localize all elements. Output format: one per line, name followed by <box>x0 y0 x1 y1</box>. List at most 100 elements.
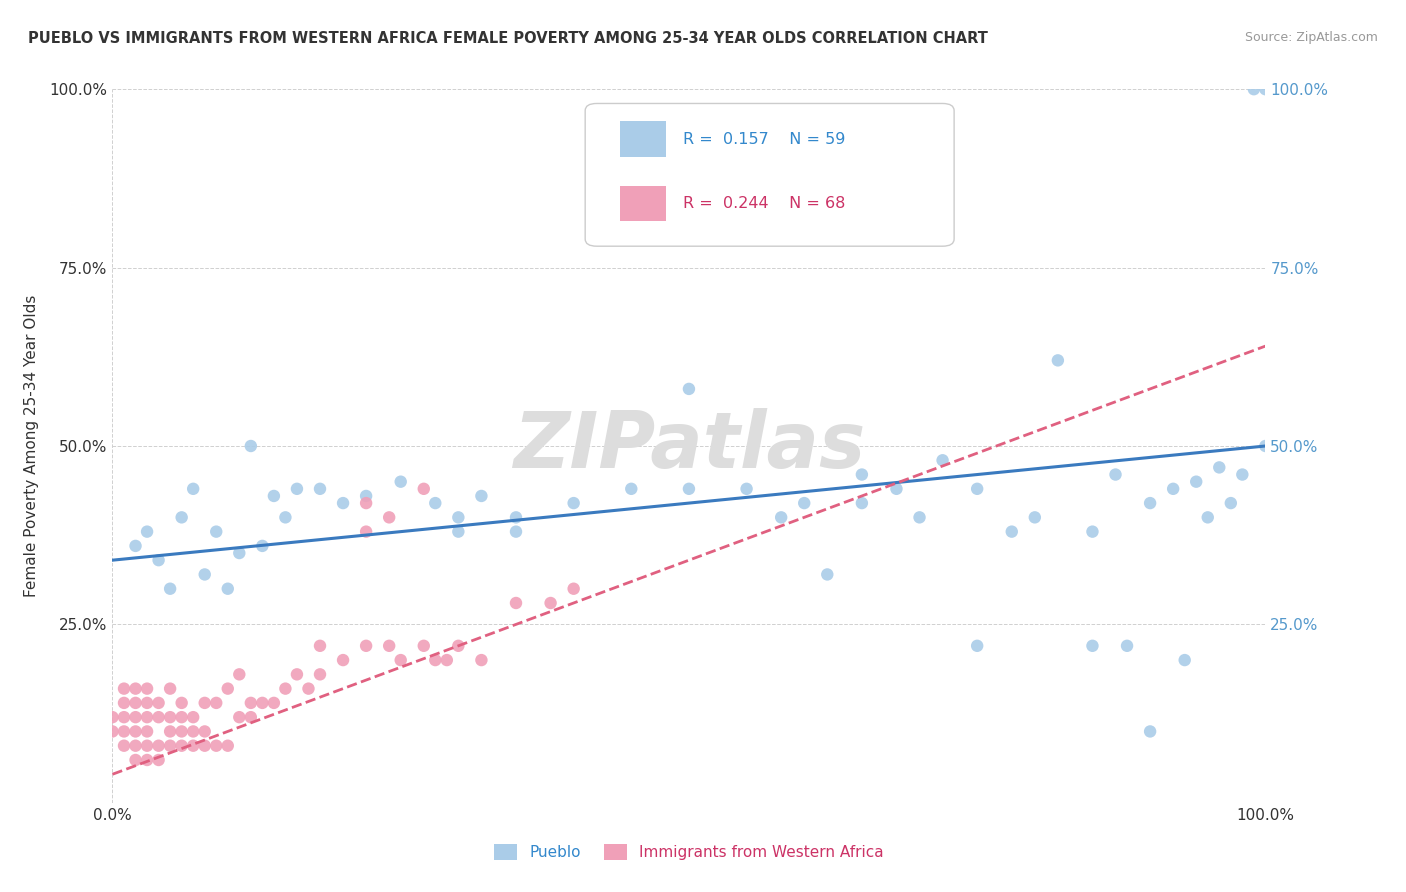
Point <box>194 724 217 739</box>
Point <box>205 696 228 710</box>
Point <box>159 739 181 753</box>
Point <box>505 524 527 539</box>
Point <box>112 724 135 739</box>
Point <box>274 681 297 696</box>
Point <box>285 667 308 681</box>
Point <box>505 510 527 524</box>
Point <box>228 710 250 724</box>
Point <box>136 753 159 767</box>
Point <box>124 753 146 767</box>
Point <box>354 489 377 503</box>
Point <box>412 639 434 653</box>
Point <box>194 739 217 753</box>
Point <box>1208 460 1230 475</box>
Point <box>112 739 135 753</box>
Point <box>170 696 193 710</box>
Point <box>309 482 332 496</box>
Point <box>205 739 228 753</box>
Point <box>159 681 181 696</box>
Bar <box>620 121 666 157</box>
Point <box>966 639 988 653</box>
Point <box>263 489 285 503</box>
Point <box>620 482 643 496</box>
Point <box>425 496 447 510</box>
Point <box>112 710 135 724</box>
Point <box>678 482 700 496</box>
Legend: Pueblo, Immigrants from Western Africa: Pueblo, Immigrants from Western Africa <box>488 838 890 866</box>
Point <box>1161 482 1184 496</box>
Point <box>1139 496 1161 510</box>
Point <box>285 482 308 496</box>
Point <box>793 496 815 510</box>
Point <box>148 553 170 567</box>
Point <box>1116 639 1139 653</box>
Point <box>332 653 354 667</box>
Point <box>159 582 181 596</box>
Point <box>148 753 170 767</box>
Point <box>205 524 228 539</box>
Point <box>354 524 377 539</box>
Point <box>1232 467 1254 482</box>
Point <box>1254 82 1277 96</box>
Point <box>1046 353 1069 368</box>
Point <box>136 681 159 696</box>
Point <box>228 667 250 681</box>
Point <box>217 739 239 753</box>
Point <box>1001 524 1024 539</box>
Point <box>332 496 354 510</box>
Point <box>378 510 401 524</box>
Point <box>1174 653 1197 667</box>
Point <box>136 724 159 739</box>
Point <box>136 739 159 753</box>
Point <box>124 681 146 696</box>
Point <box>1185 475 1208 489</box>
Point <box>124 539 146 553</box>
Text: Source: ZipAtlas.com: Source: ZipAtlas.com <box>1244 31 1378 45</box>
Point <box>252 696 274 710</box>
Point <box>170 510 193 524</box>
Bar <box>620 186 666 221</box>
Point <box>112 681 135 696</box>
Point <box>562 496 585 510</box>
Point <box>274 510 297 524</box>
Point <box>181 739 204 753</box>
Point <box>159 710 181 724</box>
Point <box>470 653 492 667</box>
Point <box>966 482 988 496</box>
Point <box>181 724 204 739</box>
Point <box>886 482 908 496</box>
Point <box>101 724 124 739</box>
Text: PUEBLO VS IMMIGRANTS FROM WESTERN AFRICA FEMALE POVERTY AMONG 25-34 YEAR OLDS CO: PUEBLO VS IMMIGRANTS FROM WESTERN AFRICA… <box>28 31 988 46</box>
Point <box>124 724 146 739</box>
Point <box>181 710 204 724</box>
Point <box>217 681 239 696</box>
Point <box>217 582 239 596</box>
Point <box>389 475 412 489</box>
Point <box>124 739 146 753</box>
Point <box>908 510 931 524</box>
Point <box>1219 496 1241 510</box>
Point <box>101 710 124 724</box>
Point <box>735 482 758 496</box>
Point <box>148 739 170 753</box>
Point <box>239 710 262 724</box>
Point <box>562 582 585 596</box>
Point <box>170 710 193 724</box>
Point <box>148 696 170 710</box>
Point <box>297 681 319 696</box>
Point <box>194 567 217 582</box>
Point <box>931 453 953 467</box>
Point <box>136 524 159 539</box>
Point <box>770 510 793 524</box>
Point <box>1197 510 1219 524</box>
Text: R =  0.244    N = 68: R = 0.244 N = 68 <box>683 196 845 211</box>
Point <box>851 496 873 510</box>
Point <box>354 639 377 653</box>
Point <box>228 546 250 560</box>
Point <box>263 696 285 710</box>
Point <box>1081 639 1104 653</box>
Point <box>194 696 217 710</box>
Point <box>309 639 332 653</box>
Point <box>447 510 470 524</box>
Point <box>447 639 470 653</box>
